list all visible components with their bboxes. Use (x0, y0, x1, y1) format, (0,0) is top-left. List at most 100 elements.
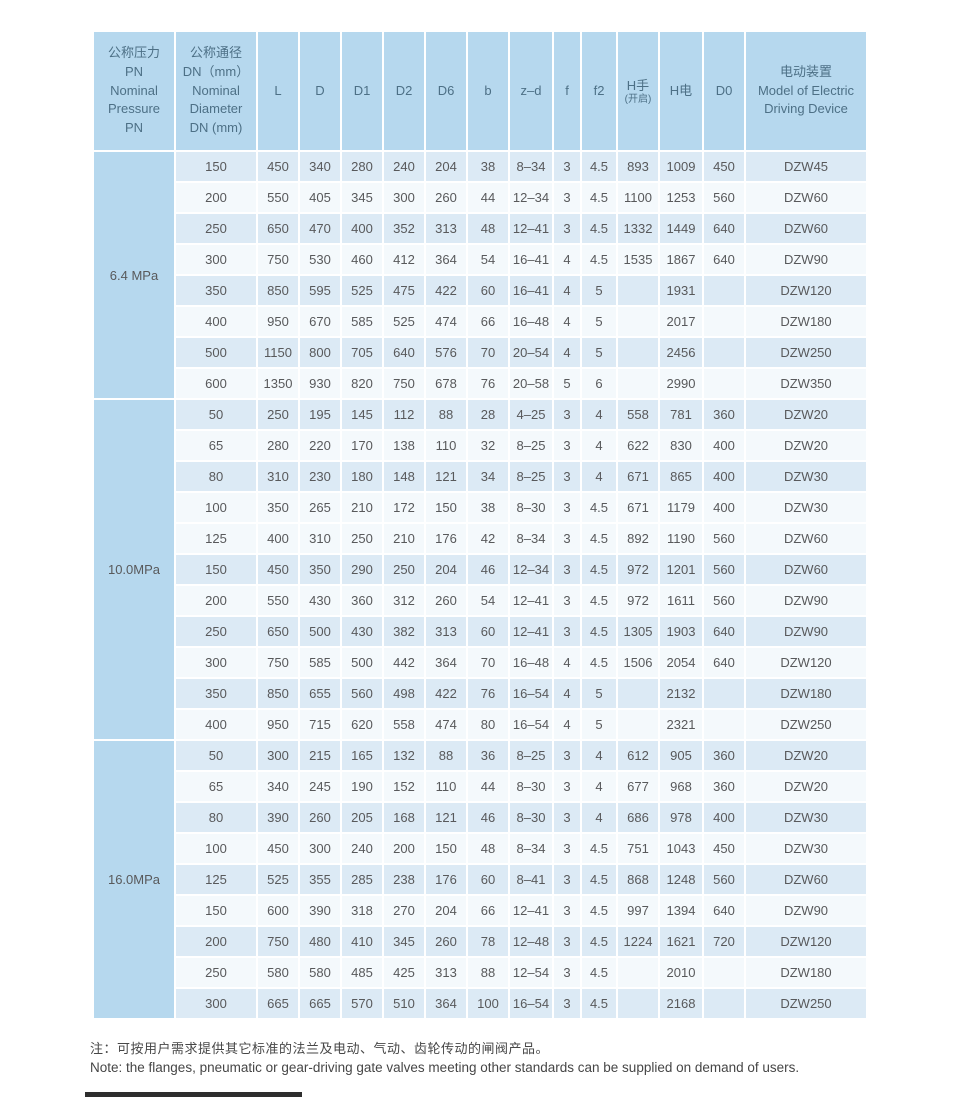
cell-f: 3 (554, 462, 580, 491)
cell-H-hand: 997 (618, 896, 658, 925)
cell-D2: 168 (384, 803, 424, 832)
cell-D0 (704, 989, 744, 1018)
cell-f: 3 (554, 803, 580, 832)
cell-H-elec: 1190 (660, 524, 702, 553)
cell-H-elec: 2132 (660, 679, 702, 708)
cell-device: DZW180 (746, 958, 866, 987)
cell-D: 340 (300, 152, 340, 181)
cell-b: 76 (468, 679, 508, 708)
cell-device: DZW60 (746, 524, 866, 553)
cell-dn: 100 (176, 493, 256, 522)
cell-D6: 260 (426, 183, 466, 212)
cell-z-d: 12–54 (510, 958, 552, 987)
cell-f: 4 (554, 307, 580, 336)
cell-f: 3 (554, 989, 580, 1018)
pressure-group-label: 6.4 MPa (94, 152, 174, 398)
cell-H-elec: 1179 (660, 493, 702, 522)
cell-D2: 475 (384, 276, 424, 305)
cell-f2: 4 (582, 803, 616, 832)
cell-b: 100 (468, 989, 508, 1018)
cell-D1: 290 (342, 555, 382, 584)
cell-D0: 560 (704, 865, 744, 894)
cell-f: 3 (554, 555, 580, 584)
cell-z-d: 8–34 (510, 152, 552, 181)
cell-H-elec: 2456 (660, 338, 702, 367)
cell-b: 60 (468, 276, 508, 305)
cell-f2: 4.5 (582, 586, 616, 615)
cell-dn: 150 (176, 152, 256, 181)
pressure-group-label: 16.0MPa (94, 741, 174, 1018)
cell-z-d: 16–54 (510, 710, 552, 739)
cell-H-hand (618, 989, 658, 1018)
cell-D6: 204 (426, 555, 466, 584)
cell-b: 66 (468, 896, 508, 925)
cell-device: DZW90 (746, 617, 866, 646)
cell-D1: 250 (342, 524, 382, 553)
cell-f: 3 (554, 431, 580, 460)
cell-H-elec: 865 (660, 462, 702, 491)
cell-D2: 498 (384, 679, 424, 708)
cell-z-d: 8–30 (510, 803, 552, 832)
cell-D6: 204 (426, 152, 466, 181)
cell-device: DZW120 (746, 648, 866, 677)
column-header-label: f2 (593, 82, 605, 98)
cell-L: 1350 (258, 369, 298, 398)
table-row: 150 600 390 318 270 204 66 12–41 3 4.5 997 1394 640 D… (94, 896, 866, 925)
column-header-D6: D6 (426, 32, 466, 150)
cell-D1: 145 (342, 400, 382, 429)
cell-D2: 345 (384, 927, 424, 956)
cell-D1: 485 (342, 958, 382, 987)
cell-D: 300 (300, 834, 340, 863)
cell-D0 (704, 338, 744, 367)
cell-D: 715 (300, 710, 340, 739)
cell-D6: 150 (426, 493, 466, 522)
cell-D6: 576 (426, 338, 466, 367)
cell-z-d: 4–25 (510, 400, 552, 429)
table-row: 10.0MPa 50 250 195 145 112 88 28 4–25 3 4 558 781 360… (94, 400, 866, 739)
cell-D: 350 (300, 555, 340, 584)
cell-L: 650 (258, 617, 298, 646)
valve-spec-table: 公称压力 PN Nominal Pressure PN 公称通径 DN（mm） N… (92, 30, 868, 1020)
cell-f: 5 (554, 369, 580, 398)
cell-L: 750 (258, 648, 298, 677)
cell-D2: 148 (384, 462, 424, 491)
cell-f: 3 (554, 865, 580, 894)
cell-D0: 400 (704, 431, 744, 460)
cell-H-hand: 677 (618, 772, 658, 801)
cell-D2: 442 (384, 648, 424, 677)
cell-D: 245 (300, 772, 340, 801)
cell-D1: 820 (342, 369, 382, 398)
cell-b: 42 (468, 524, 508, 553)
cell-D1: 280 (342, 152, 382, 181)
cell-D1: 285 (342, 865, 382, 894)
cell-D0 (704, 958, 744, 987)
cell-L: 580 (258, 958, 298, 987)
cell-z-d: 12–48 (510, 927, 552, 956)
cell-dn: 300 (176, 989, 256, 1018)
cell-D: 265 (300, 493, 340, 522)
cell-D0: 450 (704, 834, 744, 863)
cell-z-d: 8–30 (510, 772, 552, 801)
cell-H-elec: 1867 (660, 245, 702, 274)
cell-H-hand: 1305 (618, 617, 658, 646)
cell-dn: 600 (176, 369, 256, 398)
cell-f: 3 (554, 152, 580, 181)
cell-H-hand: 1332 (618, 214, 658, 243)
cell-device: DZW30 (746, 493, 866, 522)
header-row: 公称压力 PN Nominal Pressure PN 公称通径 DN（mm） N… (94, 32, 866, 150)
cell-f: 3 (554, 927, 580, 956)
column-header-label: D (315, 82, 325, 98)
table-row: 200 550 430 360 312 260 54 12–41 3 4.5 972 1611 560 D… (94, 586, 866, 615)
column-header-label: H电 (669, 82, 693, 98)
cell-b: 32 (468, 431, 508, 460)
column-header-z-d: z–d (510, 32, 552, 150)
cell-device: DZW20 (746, 772, 866, 801)
cell-b: 48 (468, 834, 508, 863)
cell-L: 950 (258, 710, 298, 739)
cell-f2: 4.5 (582, 648, 616, 677)
cell-z-d: 16–54 (510, 679, 552, 708)
cell-D0: 400 (704, 462, 744, 491)
cell-device: DZW90 (746, 896, 866, 925)
cell-D2: 382 (384, 617, 424, 646)
cell-D0: 360 (704, 772, 744, 801)
